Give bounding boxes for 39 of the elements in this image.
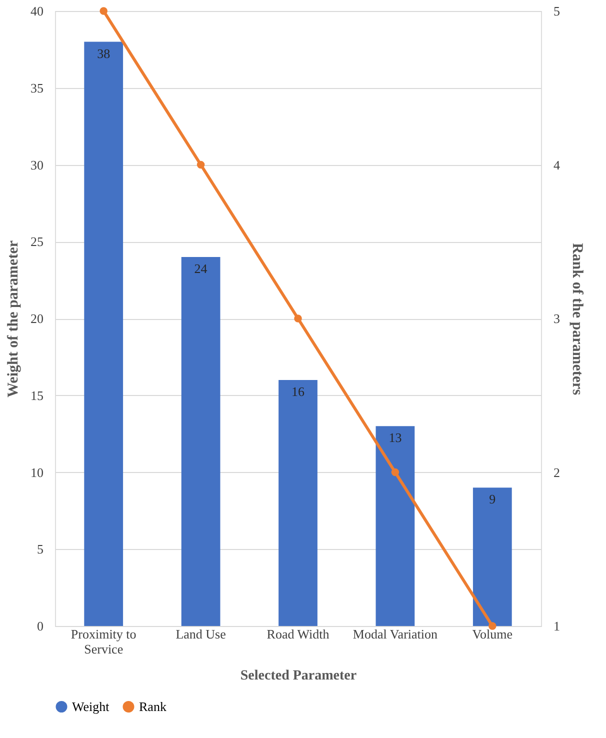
point	[100, 7, 108, 15]
bar	[181, 257, 220, 626]
y-tick-label: 30	[30, 157, 44, 172]
point	[294, 314, 302, 322]
y-tick-label: 35	[30, 80, 44, 96]
bar	[84, 42, 124, 626]
y-tick-label: 0	[37, 618, 44, 634]
data-label: 9	[489, 492, 496, 507]
x-tick-label: Road Width	[266, 626, 330, 642]
x-tick-label: Volume	[472, 626, 513, 642]
bar	[278, 380, 318, 626]
y-tick-label: 25	[30, 234, 44, 250]
x-axis-title: Selected Parameter	[240, 668, 357, 684]
data-label: 38	[97, 46, 110, 61]
x-tick-label: Proximity to Service	[70, 626, 136, 656]
y2-tick-label: 3	[554, 311, 560, 326]
bar	[376, 426, 415, 626]
y2-tick-label: 2	[554, 464, 560, 480]
y-tick-label: 20	[30, 311, 44, 326]
legend-label: Weight	[72, 698, 110, 714]
y2-tick-label: 1	[554, 618, 560, 634]
point	[488, 622, 496, 630]
data-label: 16	[292, 384, 305, 399]
y2-tick-label: 4	[554, 157, 560, 172]
y2-axis-title: Rank of the parameters	[569, 242, 585, 396]
y-axis-title: Weight of the parameter	[6, 240, 22, 398]
y2-tick-label: 5	[554, 4, 560, 18]
data-label: 13	[388, 430, 402, 446]
y-tick-label: 10	[30, 464, 44, 480]
x-tick-label: Modal Variation	[352, 626, 438, 642]
y-tick-label: 40	[30, 4, 44, 18]
y-tick-label: 5	[37, 542, 44, 557]
bar	[472, 488, 512, 626]
legend-label: Rank	[139, 698, 167, 714]
y-tick-label: 15	[30, 388, 44, 403]
x-tick-label: Land Use	[176, 626, 226, 642]
point	[391, 468, 400, 476]
point	[196, 160, 205, 169]
data-label: 24	[194, 261, 208, 276]
